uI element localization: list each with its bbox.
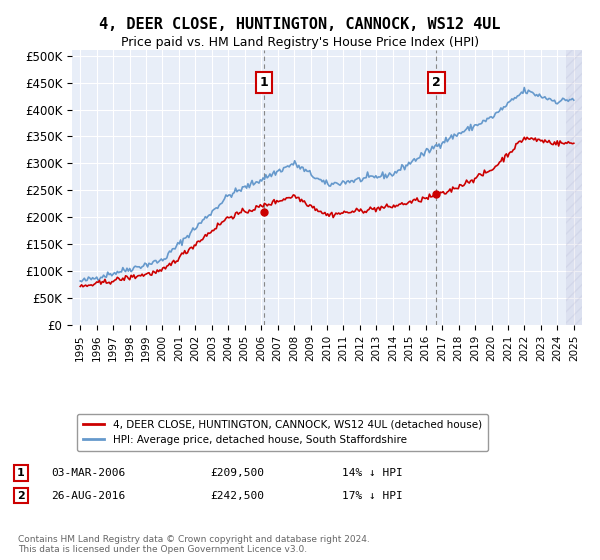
- Text: 1: 1: [260, 76, 268, 89]
- Text: 2: 2: [432, 76, 441, 89]
- Legend: 4, DEER CLOSE, HUNTINGTON, CANNOCK, WS12 4UL (detached house), HPI: Average pric: 4, DEER CLOSE, HUNTINGTON, CANNOCK, WS12…: [77, 414, 488, 451]
- Text: 1: 1: [17, 468, 25, 478]
- Text: 17% ↓ HPI: 17% ↓ HPI: [342, 491, 403, 501]
- Text: £209,500: £209,500: [210, 468, 264, 478]
- Text: Contains HM Land Registry data © Crown copyright and database right 2024.
This d: Contains HM Land Registry data © Crown c…: [18, 535, 370, 554]
- Text: Price paid vs. HM Land Registry's House Price Index (HPI): Price paid vs. HM Land Registry's House …: [121, 36, 479, 49]
- Text: 2: 2: [17, 491, 25, 501]
- Bar: [566, 50, 582, 325]
- Text: 4, DEER CLOSE, HUNTINGTON, CANNOCK, WS12 4UL: 4, DEER CLOSE, HUNTINGTON, CANNOCK, WS12…: [99, 17, 501, 32]
- Text: £242,500: £242,500: [210, 491, 264, 501]
- Text: 14% ↓ HPI: 14% ↓ HPI: [342, 468, 403, 478]
- Text: 03-MAR-2006: 03-MAR-2006: [51, 468, 125, 478]
- Text: 26-AUG-2016: 26-AUG-2016: [51, 491, 125, 501]
